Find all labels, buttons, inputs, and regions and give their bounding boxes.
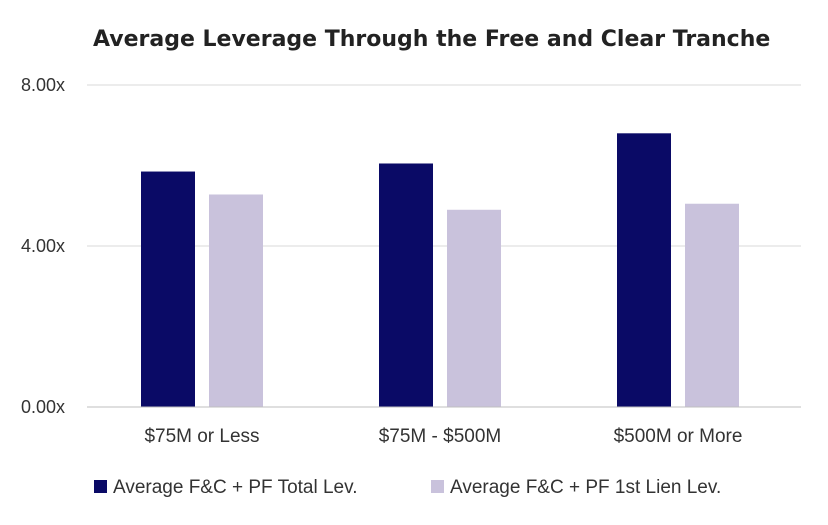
y-tick-label: 8.00x bbox=[21, 75, 65, 95]
y-tick-label: 4.00x bbox=[21, 236, 65, 256]
bar-series-1 bbox=[379, 163, 433, 407]
x-axis-ticks: $75M or Less $75M - $500M $500M or More bbox=[144, 426, 742, 447]
legend-label: Average F&C + PF Total Lev. bbox=[113, 477, 358, 498]
bar-series-1 bbox=[617, 133, 671, 408]
bar-series-2 bbox=[447, 209, 501, 407]
y-tick-label: 0.00x bbox=[21, 397, 65, 417]
legend-swatch bbox=[431, 480, 444, 493]
bar-series-2 bbox=[685, 203, 739, 407]
bar-series-1 bbox=[141, 171, 195, 407]
x-tick-label: $75M - $500M bbox=[379, 426, 502, 447]
chart-title: Average Leverage Through the Free and Cl… bbox=[93, 27, 770, 52]
x-tick-label: $500M or More bbox=[614, 426, 743, 447]
bar-series-2 bbox=[209, 194, 263, 407]
legend-label: Average F&C + PF 1st Lien Lev. bbox=[450, 477, 721, 498]
legend-swatch bbox=[94, 480, 107, 493]
x-tick-label: $75M or Less bbox=[144, 426, 259, 447]
gridlines bbox=[87, 84, 801, 247]
bars bbox=[141, 133, 739, 408]
y-axis-ticks: 0.00x 4.00x 8.00x bbox=[21, 75, 65, 417]
legend: Average F&C + PF Total Lev. Average F&C +… bbox=[94, 477, 721, 498]
